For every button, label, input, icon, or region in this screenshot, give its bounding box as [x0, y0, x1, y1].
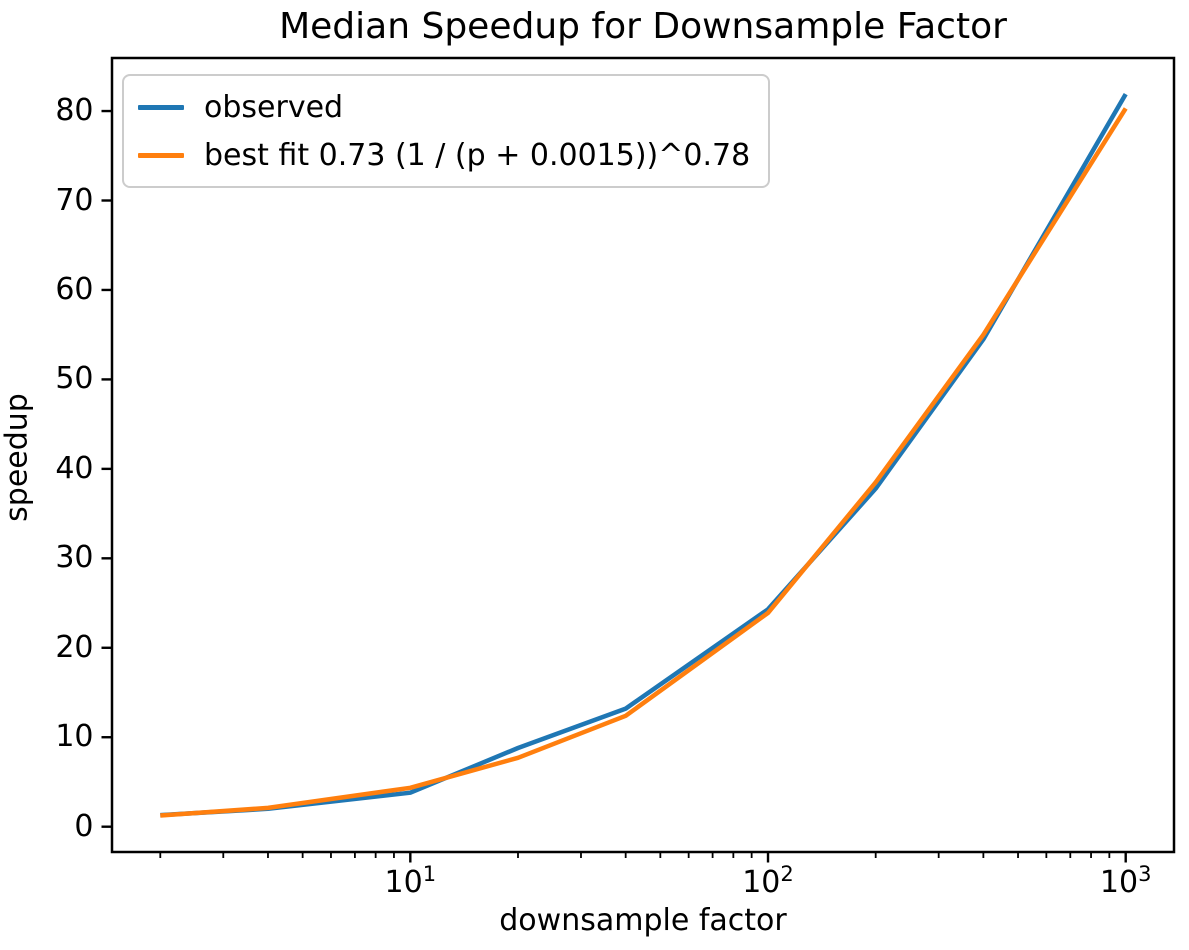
y-axis-label: speedup [0, 393, 35, 522]
chart-title: Median Speedup for Downsample Factor [279, 6, 1007, 47]
legend-line-swatch-observed [138, 104, 184, 110]
axes-frame [110, 56, 1176, 854]
x-axis-label: downsample factor [499, 903, 787, 938]
x-tick-label: 102 [742, 862, 794, 900]
legend-item-observed: observed [138, 88, 750, 126]
legend-item-best-fit: best fit 0.73 (1 / (p + 0.0015))^0.78 [138, 136, 750, 174]
y-tick-label: 20 [55, 629, 94, 665]
y-tick-label: 80 [55, 93, 94, 129]
y-tick-label: 50 [55, 361, 94, 397]
legend-line-swatch-best-fit [138, 152, 184, 158]
y-tick-label: 60 [55, 271, 94, 307]
y-tick-label: 40 [55, 450, 94, 486]
x-tick-label: 103 [1099, 862, 1152, 900]
legend: observed best fit 0.73 (1 / (p + 0.0015)… [122, 74, 771, 188]
y-tick-label: 30 [55, 540, 94, 576]
x-tick-label: 101 [384, 862, 437, 900]
y-tick-label: 70 [55, 182, 94, 218]
y-tick-label: 0 [74, 808, 94, 844]
y-tick-label: 10 [55, 719, 94, 755]
legend-label-observed: observed [204, 89, 344, 125]
legend-label-best-fit: best fit 0.73 (1 / (p + 0.0015))^0.78 [204, 137, 751, 173]
best-fit-line [160, 107, 1128, 818]
observed-line [160, 92, 1128, 818]
